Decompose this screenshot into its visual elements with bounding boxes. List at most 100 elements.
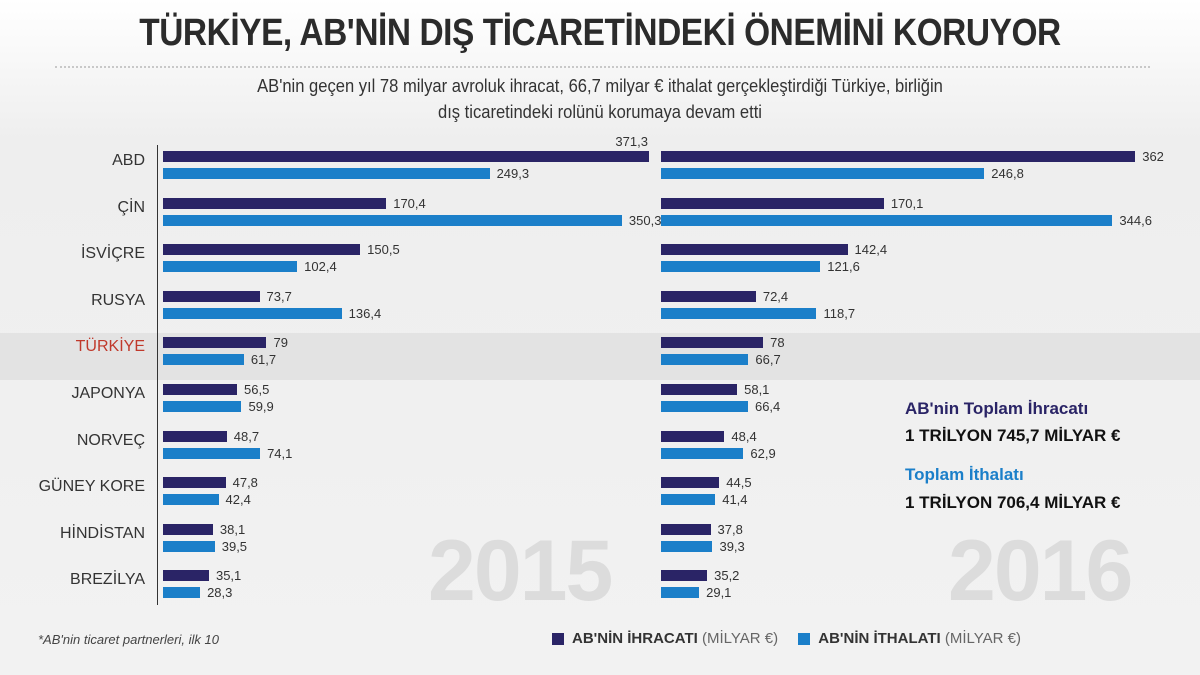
bar-import xyxy=(661,168,985,179)
legend-import-swatch xyxy=(798,633,811,646)
data-label: 42,4 xyxy=(225,492,251,508)
bar-export xyxy=(163,151,650,162)
bar-export xyxy=(661,244,848,256)
data-label: 142,4 xyxy=(854,242,888,258)
data-label: 48,7 xyxy=(233,428,260,444)
subtitle-line-2: dış ticaretindeki rolünü korumaya devam … xyxy=(437,102,762,122)
total-export-value: 1 TRİLYON 745,7 MİLYAR € xyxy=(905,426,1121,445)
data-label: 74,1 xyxy=(267,445,293,461)
legend-export-label: AB'NİN İHRACATI xyxy=(572,630,698,647)
legend: AB'NİN İHRACATI (MİLYAR €) AB'NİN İTHALA… xyxy=(552,630,1021,647)
bar-import xyxy=(661,261,821,273)
bar-export xyxy=(661,197,884,209)
bar-import xyxy=(163,307,342,319)
bar-export xyxy=(661,477,720,489)
data-label: 59,9 xyxy=(248,399,274,414)
data-label: 39,5 xyxy=(221,538,248,554)
data-label: 170,4 xyxy=(393,195,426,211)
bar-export xyxy=(661,337,764,349)
bar-import xyxy=(163,168,490,179)
bar-import xyxy=(163,494,219,506)
bar-export xyxy=(163,337,267,349)
category-label: NORVEÇ xyxy=(76,431,145,449)
data-label: 58,1 xyxy=(744,382,770,397)
data-label: 78 xyxy=(770,335,785,351)
data-label: 249,3 xyxy=(496,166,530,181)
bar-export xyxy=(163,384,237,395)
data-label: 246,8 xyxy=(991,166,1024,181)
bar-export xyxy=(661,523,711,535)
year-label-2015: 2015 xyxy=(428,523,613,619)
category-label: HİNDİSTAN xyxy=(59,524,145,542)
bar-import xyxy=(163,214,622,226)
data-label: 62,9 xyxy=(750,445,776,461)
bar-import xyxy=(661,447,744,459)
data-label: 118,7 xyxy=(823,305,856,321)
data-label: 61,7 xyxy=(250,352,277,368)
subtitle-line-1: AB'nin geçen yıl 78 milyar avroluk ihrac… xyxy=(257,76,943,96)
data-label: 35,1 xyxy=(215,568,242,584)
data-label: 48,4 xyxy=(731,428,757,444)
category-label: İSVİÇRE xyxy=(80,245,145,263)
data-label: 66,7 xyxy=(755,352,781,368)
total-export-label: AB'nin Toplam İhracatı xyxy=(905,399,1089,418)
bar-import xyxy=(163,354,244,366)
category-label: ABD xyxy=(112,152,145,169)
data-label: 73,7 xyxy=(266,288,292,304)
bar-export xyxy=(163,290,260,302)
category-label: BREZİLYA xyxy=(70,571,145,589)
category-label: GÜNEY KORE xyxy=(38,478,145,496)
bar-export xyxy=(163,523,213,535)
bar-import xyxy=(163,261,298,273)
data-label: 47,8 xyxy=(232,475,258,491)
data-label: 72,4 xyxy=(762,288,789,304)
legend-import-unit: (MİLYAR €) xyxy=(944,630,1021,647)
data-label: 38,1 xyxy=(219,521,246,537)
data-label: 37,8 xyxy=(717,521,743,537)
bar-export xyxy=(661,430,725,442)
category-label: JAPONYA xyxy=(71,385,146,402)
bar-import xyxy=(163,587,201,599)
bar-import xyxy=(661,494,716,506)
bar-export xyxy=(163,430,227,442)
data-label: 371,3 xyxy=(615,134,648,149)
bar-import xyxy=(661,214,1113,226)
total-import-label: Toplam İthalatı xyxy=(905,465,1024,484)
bar-export xyxy=(163,570,209,582)
data-label: 362 xyxy=(1142,149,1164,164)
data-label: 41,4 xyxy=(722,492,748,508)
legend-export-swatch xyxy=(552,633,564,646)
data-label: 350,3 xyxy=(628,212,662,228)
bar-export xyxy=(661,290,756,302)
data-label: 102,4 xyxy=(304,259,337,275)
data-label: 170,1 xyxy=(890,195,924,211)
year-label-2016: 2016 xyxy=(948,523,1133,619)
bar-import xyxy=(661,587,700,599)
bar-export xyxy=(661,570,708,582)
data-label: 66,4 xyxy=(754,399,781,414)
bar-import xyxy=(163,401,242,412)
data-label: 150,5 xyxy=(367,242,400,258)
bar-export xyxy=(163,244,361,256)
category-label: ÇİN xyxy=(117,198,145,216)
bar-export xyxy=(661,384,738,395)
divider xyxy=(55,66,1150,68)
total-import-value: 1 TRİLYON 706,4 MİLYAR € xyxy=(905,493,1121,512)
bar-import xyxy=(661,540,713,552)
data-label: 29,1 xyxy=(706,585,732,601)
footnote: *AB'nin ticaret partnerleri, ilk 10 xyxy=(38,632,219,647)
category-label: TÜRKİYE xyxy=(75,338,145,356)
data-label: 39,3 xyxy=(719,538,745,554)
bar-import xyxy=(661,401,748,412)
bar-export xyxy=(661,151,1136,162)
data-label: 136,4 xyxy=(348,305,382,321)
data-label: 44,5 xyxy=(726,475,752,491)
data-label: 79 xyxy=(273,335,288,351)
category-axis xyxy=(157,145,158,605)
bar-import xyxy=(661,307,817,319)
page-title: TÜRKİYE, AB'NİN DIŞ TİCARETİNDEKİ ÖNEMİN… xyxy=(139,12,1061,54)
bar-import xyxy=(661,354,749,366)
legend-import-label: AB'NİN İTHALATI xyxy=(818,630,941,647)
category-label: RUSYA xyxy=(91,291,145,309)
legend-export-unit: (MİLYAR €) xyxy=(701,630,779,647)
